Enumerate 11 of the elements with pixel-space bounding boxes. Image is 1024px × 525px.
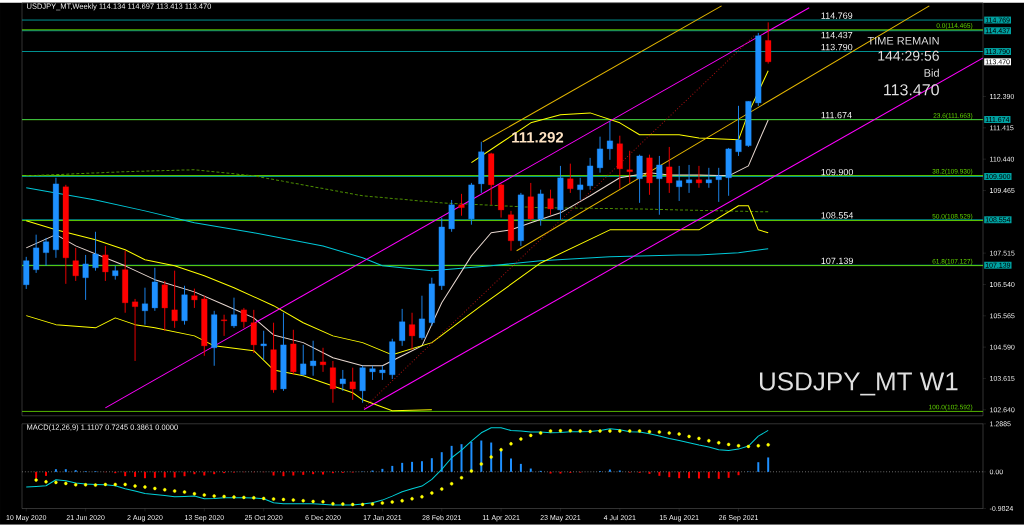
- ref-line-label: 113.790: [821, 44, 853, 51]
- annotation: 144:29:56: [878, 50, 939, 61]
- ref-line-label: 114.437: [821, 32, 853, 39]
- annotation: Bid: [924, 68, 939, 77]
- ref-line-label: 109.900: [821, 169, 854, 176]
- ref-line-label: 107.139: [821, 257, 853, 265]
- annotation: 111.292: [512, 132, 564, 143]
- ref-line-label: 111.674: [821, 112, 852, 119]
- ref-line-label: 114.769: [821, 12, 853, 19]
- annotation: USDJPY_MT W1: [759, 372, 958, 396]
- ref-line-label: 108.554: [821, 212, 854, 219]
